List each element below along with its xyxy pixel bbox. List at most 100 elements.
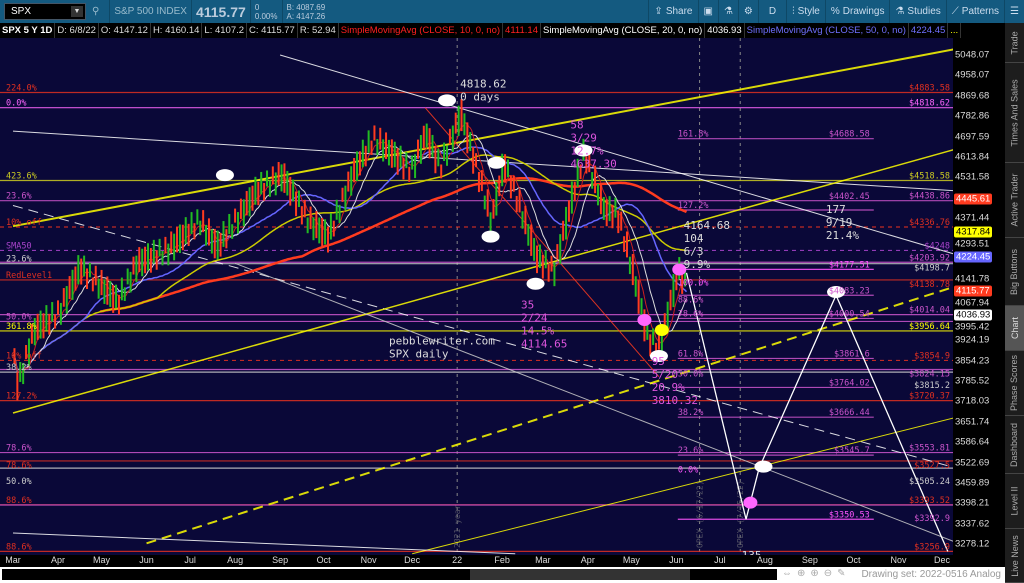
- alert-button[interactable]: ▣: [697, 0, 718, 23]
- annotation-text: 6/3: [684, 245, 704, 258]
- share-label: Share: [665, 6, 693, 17]
- price-tick: 4782.86: [955, 110, 990, 122]
- sma50-value: 4224.45: [909, 23, 949, 38]
- sma20-label[interactable]: SimpleMovingAvg (CLOSE, 20, 0, no): [541, 23, 706, 38]
- fib-level-price: $3392.9: [914, 514, 950, 524]
- drawing-tool-icon[interactable]: ✎: [837, 568, 846, 579]
- bid: B: 4087.69: [286, 2, 326, 12]
- price-tick: 4531.58: [955, 171, 990, 183]
- side-tab-active-trader[interactable]: Active Trader: [1005, 163, 1024, 238]
- pivot-marker: [637, 313, 652, 326]
- settings-button[interactable]: ⚙: [737, 0, 758, 23]
- studies-button[interactable]: ⚗ Studies: [889, 0, 945, 23]
- crosshair-icon[interactable]: ⊕: [797, 568, 806, 579]
- price-tick: 3337.62: [955, 518, 990, 530]
- pivot-marker: [487, 156, 506, 169]
- fib-level-percent: 224.0%: [6, 84, 37, 94]
- fib-level-price: $4083.23: [829, 286, 870, 296]
- price-tag: 4445.61: [954, 193, 993, 205]
- scrollbar-thumb[interactable]: [470, 569, 690, 580]
- annotation-text: 4114.65: [521, 338, 567, 351]
- fib-level-percent: 88.6%: [6, 496, 32, 506]
- price-axis[interactable]: 5048.07 4958.07 4869.68 4782.86 4697.59 4613.…: [953, 38, 1005, 555]
- time-tick: Aug: [756, 555, 773, 565]
- symbol-input[interactable]: SPX ▼: [4, 3, 86, 20]
- zoom-in-icon[interactable]: ⊕: [810, 568, 819, 579]
- fib-level-percent: 423.6%: [6, 172, 37, 182]
- price-chart[interactable]: 2021 year OPEX (6/17/22) OPEX (7/15/22) 481…: [0, 38, 986, 583]
- side-tab-label: Dashboard: [1009, 422, 1020, 467]
- horizontal-scrollbar[interactable]: [2, 569, 777, 580]
- price-tick: 3854.23: [955, 355, 990, 367]
- annotation-text: 9.9%: [684, 258, 711, 271]
- side-tab-big-buttons[interactable]: Big Buttons: [1005, 238, 1024, 306]
- zoom-out-icon[interactable]: ⊖: [823, 568, 833, 579]
- candle-icon: ⫶: [792, 6, 795, 17]
- vertical-marker-label: 2021 year: [453, 504, 462, 548]
- price-tick: 3522.69: [955, 457, 990, 468]
- fib-level-percent: 78.6%: [6, 444, 32, 454]
- annotation-text: pebblewriter.com: [389, 334, 495, 347]
- time-tick: Oct: [316, 555, 331, 565]
- menu-button[interactable]: ☰: [1004, 0, 1024, 23]
- alert-icon: ▣: [703, 6, 713, 17]
- time-tick: Apr: [50, 555, 65, 565]
- side-tab-dashboard[interactable]: Dashboard: [1005, 416, 1024, 474]
- fib-level-price: $3824.15: [909, 369, 950, 379]
- side-tab-trade[interactable]: Trade: [1005, 23, 1024, 63]
- price-tick: 3651.74: [955, 416, 990, 428]
- fib-level-percent: 0.0%: [6, 99, 26, 109]
- menu-icon: ☰: [1010, 6, 1019, 17]
- more-studies[interactable]: ...: [948, 23, 962, 38]
- fib-level-percent: 78.6%: [6, 461, 32, 471]
- price-tick: 4613.84: [955, 151, 990, 163]
- annotation-text: 177: [826, 203, 846, 216]
- chevron-down-icon[interactable]: ▼: [71, 6, 83, 17]
- fib-level-price: $3815.2: [914, 381, 950, 391]
- fib-level-price: $3666.44: [829, 408, 870, 418]
- fib-level-percent: 50.0%: [678, 369, 704, 379]
- patterns-icon: ⟋: [951, 6, 959, 17]
- net-change: 0: [254, 2, 260, 12]
- fib-level-price: $4818.62: [909, 99, 950, 109]
- fib-level-price: $4000.54: [829, 309, 870, 319]
- side-tab-chart[interactable]: Chart: [1005, 306, 1024, 351]
- period-button[interactable]: D: [757, 0, 786, 23]
- link-icon[interactable]: ⚲: [92, 6, 100, 17]
- time-tick: Jun: [139, 555, 154, 565]
- patterns-button[interactable]: ⟋ Patterns: [945, 0, 1004, 23]
- ohlc-range: R: 52.94: [298, 23, 339, 38]
- price-tick: 4371.44: [955, 212, 990, 224]
- drawings-button[interactable]: % Drawings: [824, 0, 890, 23]
- flask-button[interactable]: ⚗: [717, 0, 738, 23]
- annotation-text: 58: [570, 119, 583, 132]
- side-tab-label: Live News: [1009, 534, 1020, 577]
- pan-icon[interactable]: ⇔: [782, 568, 792, 579]
- fib-level-price: $4014.04: [909, 306, 950, 316]
- share-button[interactable]: ⇪ Share: [648, 0, 697, 23]
- trendline: [12, 532, 516, 555]
- annotation-text: 0 days: [460, 91, 500, 104]
- chart-area[interactable]: 2021 year OPEX (6/17/22) OPEX (7/15/22) 481…: [0, 38, 986, 583]
- sma-200-line: [99, 176, 688, 313]
- time-axis[interactable]: Mar Apr May Jun Jul Aug Sep Oct Nov Dec 22 Feb Mar Ap…: [0, 555, 953, 567]
- side-tab-level-ii[interactable]: Level II: [1005, 474, 1024, 529]
- time-tick: Dec: [404, 555, 421, 565]
- sma50-label[interactable]: SimpleMovingAvg (CLOSE, 50, 0, no): [745, 23, 909, 38]
- period-label: D: [768, 6, 777, 17]
- drawings-label: Drawings: [842, 6, 885, 17]
- sma10-label[interactable]: SimpleMovingAvg (CLOSE, 10, 0, no): [339, 23, 504, 38]
- divider: [109, 0, 111, 23]
- fib-level-percent: 50.0%: [6, 477, 32, 487]
- style-button[interactable]: ⫶ Style: [786, 0, 825, 23]
- fib-level-price: $4138.78: [909, 280, 950, 290]
- divider: [190, 0, 192, 23]
- annotation-text: 12.7%: [570, 145, 603, 158]
- ohlc-date: D: 6/8/22: [55, 23, 99, 38]
- annotation-text: 2/24: [521, 312, 548, 325]
- price-tag: 4317.84: [954, 226, 993, 238]
- side-tab-phase-scores[interactable]: Phase Scores: [1005, 351, 1024, 416]
- drawing-set-selector[interactable]: Drawing set: 2022-0516 Analog: [861, 569, 1001, 580]
- side-tab-live-news[interactable]: Live News: [1005, 529, 1024, 583]
- side-tab-times-and-sales[interactable]: Times And Sales: [1005, 63, 1024, 163]
